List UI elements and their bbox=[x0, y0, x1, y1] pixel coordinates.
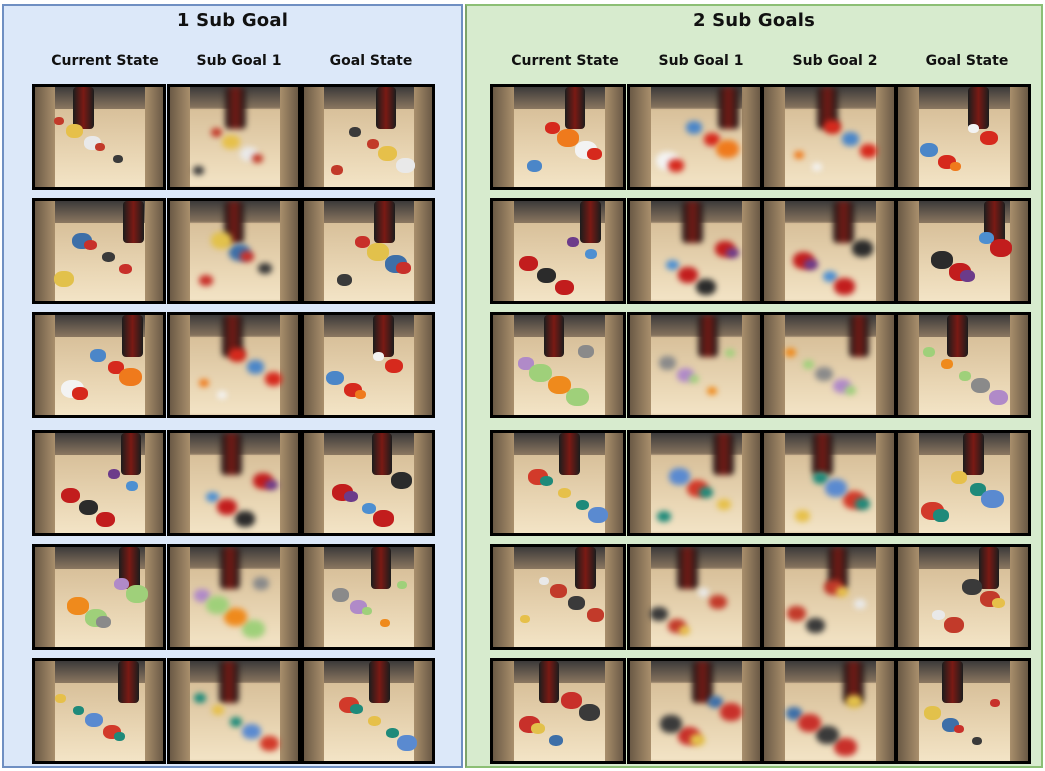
panel-title: 2 Sub Goals bbox=[692, 10, 816, 31]
scene-image-row-1-col-2 bbox=[627, 84, 763, 190]
scene-image-row-5-col-3 bbox=[761, 544, 897, 650]
scene-image-row-6-col-2 bbox=[627, 658, 763, 764]
scene-image-row-6-col-1 bbox=[32, 658, 166, 764]
scene-image-row-4-col-3 bbox=[761, 430, 897, 536]
scene-image-row-2-col-3 bbox=[761, 198, 897, 304]
scene-image-row-4-col-1 bbox=[490, 430, 626, 536]
scene-image-row-6-col-2 bbox=[167, 658, 301, 764]
scene-image-row-2-col-3 bbox=[301, 198, 435, 304]
scene-image-row-1-col-1 bbox=[490, 84, 626, 190]
scene-image-row-1-col-1 bbox=[32, 84, 166, 190]
scene-image-row-3-col-3 bbox=[761, 312, 897, 418]
one-subgoal-panel: 1 Sub Goal Current State Sub Goal 1 Goal… bbox=[2, 4, 463, 768]
scene-image-row-5-col-1 bbox=[490, 544, 626, 650]
scene-image-row-4-col-1 bbox=[32, 430, 166, 536]
scene-image-row-4-col-4 bbox=[895, 430, 1031, 536]
scene-image-row-2-col-1 bbox=[490, 198, 626, 304]
column-header-current-state: Current State bbox=[51, 53, 159, 69]
scene-image-row-5-col-1 bbox=[32, 544, 166, 650]
column-header-goal-state: Goal State bbox=[925, 53, 1009, 69]
scene-image-row-1-col-3 bbox=[301, 84, 435, 190]
scene-image-row-1-col-4 bbox=[895, 84, 1031, 190]
column-header-current-state: Current State bbox=[511, 53, 619, 69]
scene-image-row-1-col-2 bbox=[167, 84, 301, 190]
scene-image-row-2-col-1 bbox=[32, 198, 166, 304]
scene-image-row-5-col-2 bbox=[627, 544, 763, 650]
scene-image-row-3-col-2 bbox=[627, 312, 763, 418]
scene-image-row-3-col-1 bbox=[32, 312, 166, 418]
column-header-sub-goal-2: Sub Goal 2 bbox=[792, 53, 878, 69]
scene-image-row-1-col-3 bbox=[761, 84, 897, 190]
scene-image-row-3-col-1 bbox=[490, 312, 626, 418]
scene-image-row-4-col-2 bbox=[627, 430, 763, 536]
scene-image-row-6-col-4 bbox=[895, 658, 1031, 764]
scene-image-row-6-col-3 bbox=[301, 658, 435, 764]
scene-image-row-6-col-3 bbox=[761, 658, 897, 764]
scene-image-row-2-col-2 bbox=[167, 198, 301, 304]
scene-image-row-5-col-4 bbox=[895, 544, 1031, 650]
column-header-goal-state: Goal State bbox=[329, 53, 413, 69]
column-header-sub-goal-1: Sub Goal 1 bbox=[658, 53, 744, 69]
scene-image-row-5-col-3 bbox=[301, 544, 435, 650]
two-subgoals-panel: 2 Sub Goals Current State Sub Goal 1 Sub… bbox=[465, 4, 1043, 768]
scene-image-row-3-col-2 bbox=[167, 312, 301, 418]
scene-image-row-2-col-4 bbox=[895, 198, 1031, 304]
scene-image-row-4-col-2 bbox=[167, 430, 301, 536]
scene-image-row-6-col-1 bbox=[490, 658, 626, 764]
scene-image-row-2-col-2 bbox=[627, 198, 763, 304]
scene-image-row-5-col-2 bbox=[167, 544, 301, 650]
scene-image-row-3-col-3 bbox=[301, 312, 435, 418]
scene-image-row-3-col-4 bbox=[895, 312, 1031, 418]
panel-title: 1 Sub Goal bbox=[176, 10, 289, 31]
column-header-sub-goal-1: Sub Goal 1 bbox=[196, 53, 282, 69]
scene-image-row-4-col-3 bbox=[301, 430, 435, 536]
